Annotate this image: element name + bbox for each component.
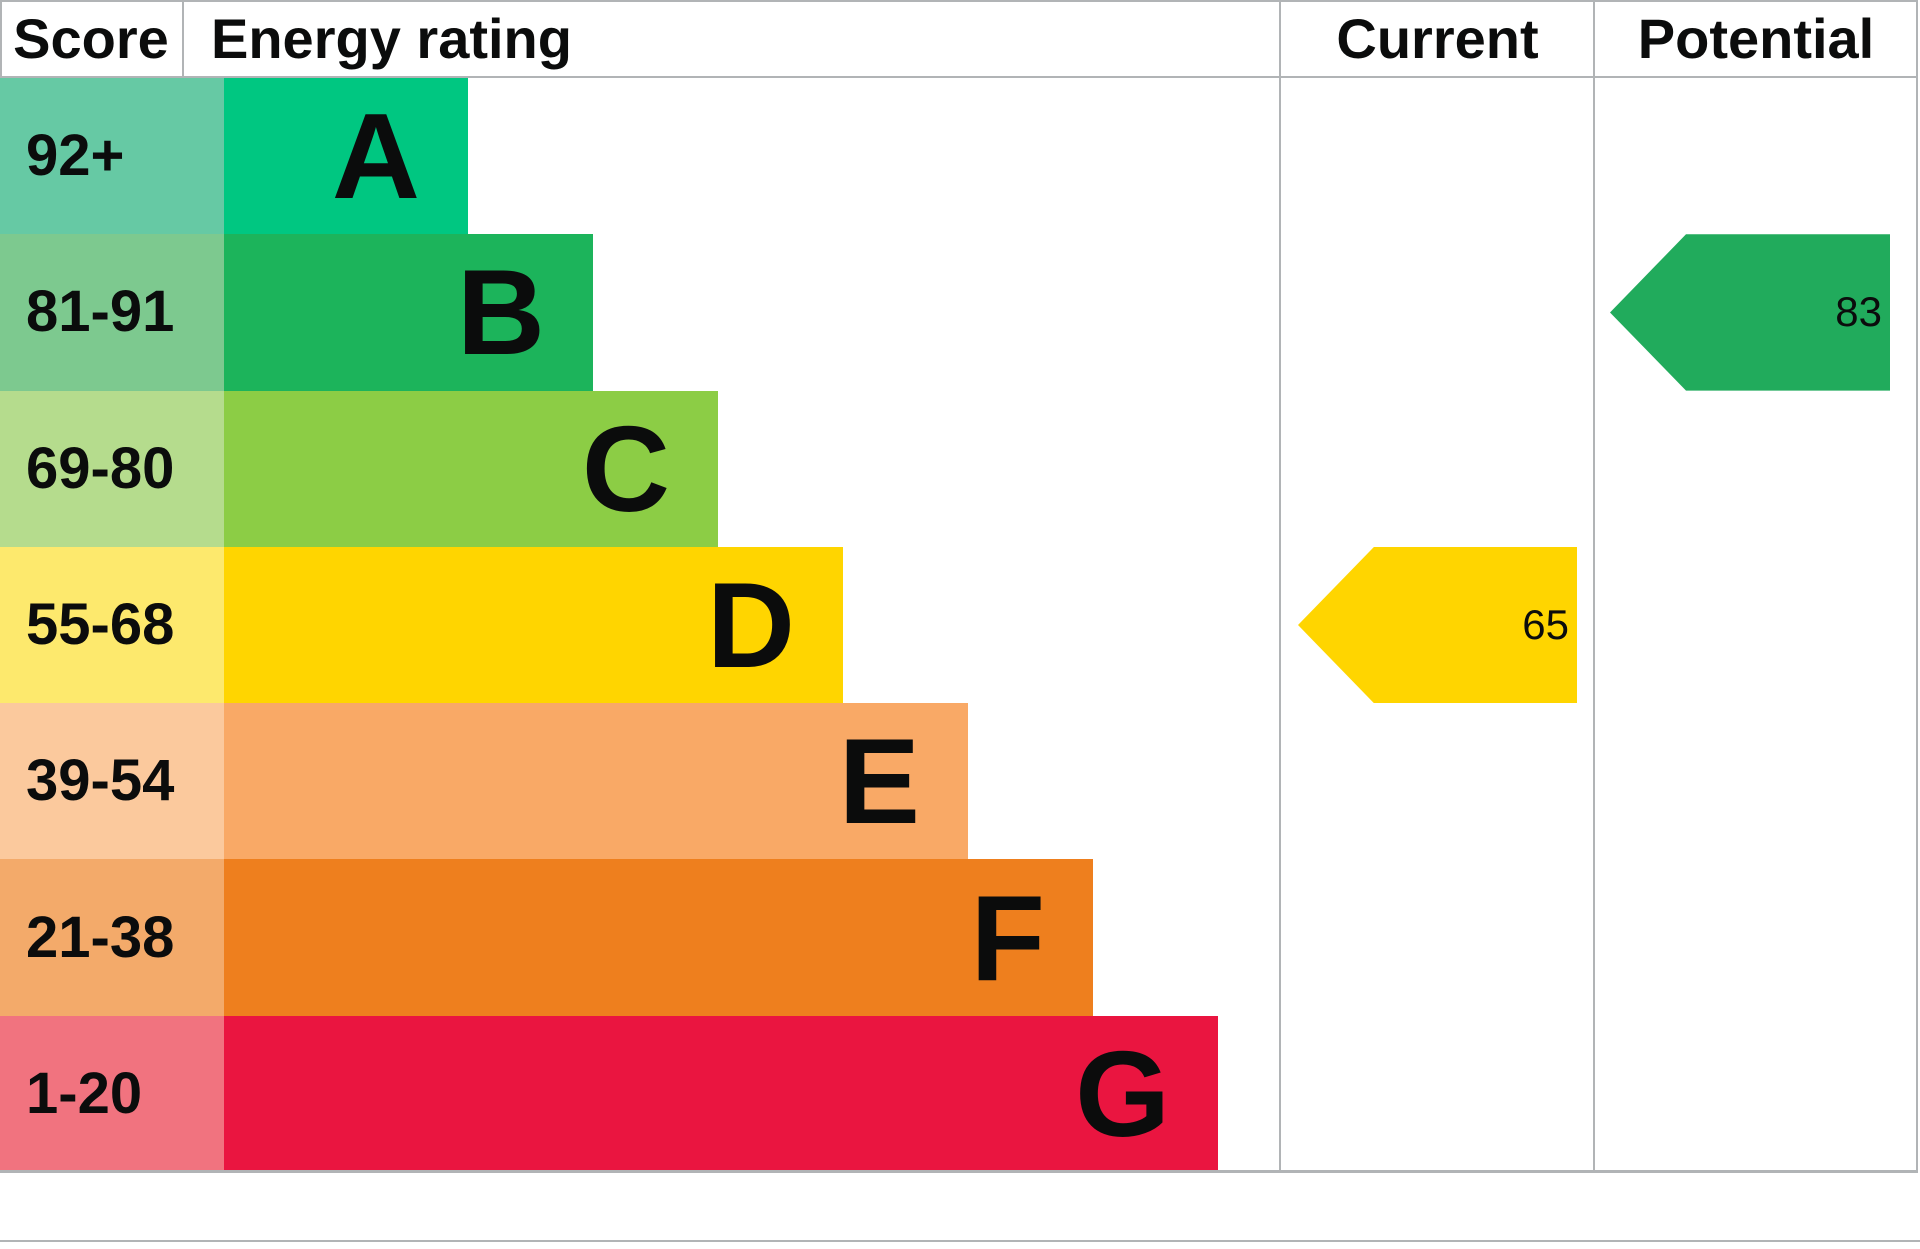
- band-letter: G: [1075, 1025, 1170, 1162]
- band-letter: C: [581, 400, 670, 537]
- energy-rating-header: Energy rating: [211, 7, 572, 70]
- band-row-e: 39-54 E: [0, 703, 1280, 860]
- rating-bar: B: [224, 234, 593, 391]
- band-row-f: 21-38 F: [0, 859, 1280, 1016]
- potential-arrow: 83: [1610, 234, 1890, 391]
- current-header: Current: [1336, 7, 1539, 70]
- band-row-g: 1-20 G: [0, 1015, 1280, 1172]
- rating-bar: D: [224, 546, 843, 704]
- rating-bar: F: [224, 859, 1093, 1016]
- band-letter: F: [970, 869, 1045, 1006]
- potential-header: Potential: [1637, 7, 1875, 70]
- score-cell: 81-91: [0, 234, 224, 391]
- band-letter: E: [838, 713, 920, 850]
- current-value: 65: [1522, 601, 1569, 649]
- page-bottom-border: [0, 1240, 1920, 1242]
- current-column-border: [1279, 0, 1281, 1172]
- score-cell: 1-20: [0, 1015, 224, 1172]
- right-border: [1916, 0, 1918, 1172]
- rating-bar: A: [224, 78, 468, 235]
- band-letter: A: [331, 88, 420, 225]
- score-column-border: [182, 0, 184, 78]
- band-row-b: 81-91 B: [0, 234, 1280, 391]
- table-bottom-border: [0, 1170, 1918, 1173]
- rating-bar: G: [224, 1015, 1218, 1172]
- header-left-border: [0, 0, 2, 78]
- score-header: Score: [13, 7, 169, 70]
- score-cell: 39-54: [0, 703, 224, 860]
- current-arrow: 65: [1298, 546, 1577, 704]
- band-row-a: 92+ A: [0, 78, 1280, 235]
- potential-column-border: [1593, 0, 1595, 1172]
- band-row-d: 55-68 D: [0, 546, 1280, 704]
- rating-bar: E: [224, 703, 968, 860]
- score-cell: 21-38: [0, 859, 224, 1016]
- top-border: [0, 0, 1918, 2]
- header-bottom-border: [0, 76, 1918, 78]
- band-letter: D: [706, 556, 795, 693]
- potential-value: 83: [1835, 288, 1882, 336]
- score-cell: 69-80: [0, 390, 224, 547]
- score-cell: 92+: [0, 78, 224, 235]
- band-letter: B: [456, 244, 545, 381]
- score-cell: 55-68: [0, 546, 224, 704]
- rating-bar: C: [224, 390, 718, 547]
- band-rows: 92+ A 81-91 B 69-80 C 55-68 D 39-54: [0, 78, 1280, 1172]
- band-row-c: 69-80 C: [0, 390, 1280, 547]
